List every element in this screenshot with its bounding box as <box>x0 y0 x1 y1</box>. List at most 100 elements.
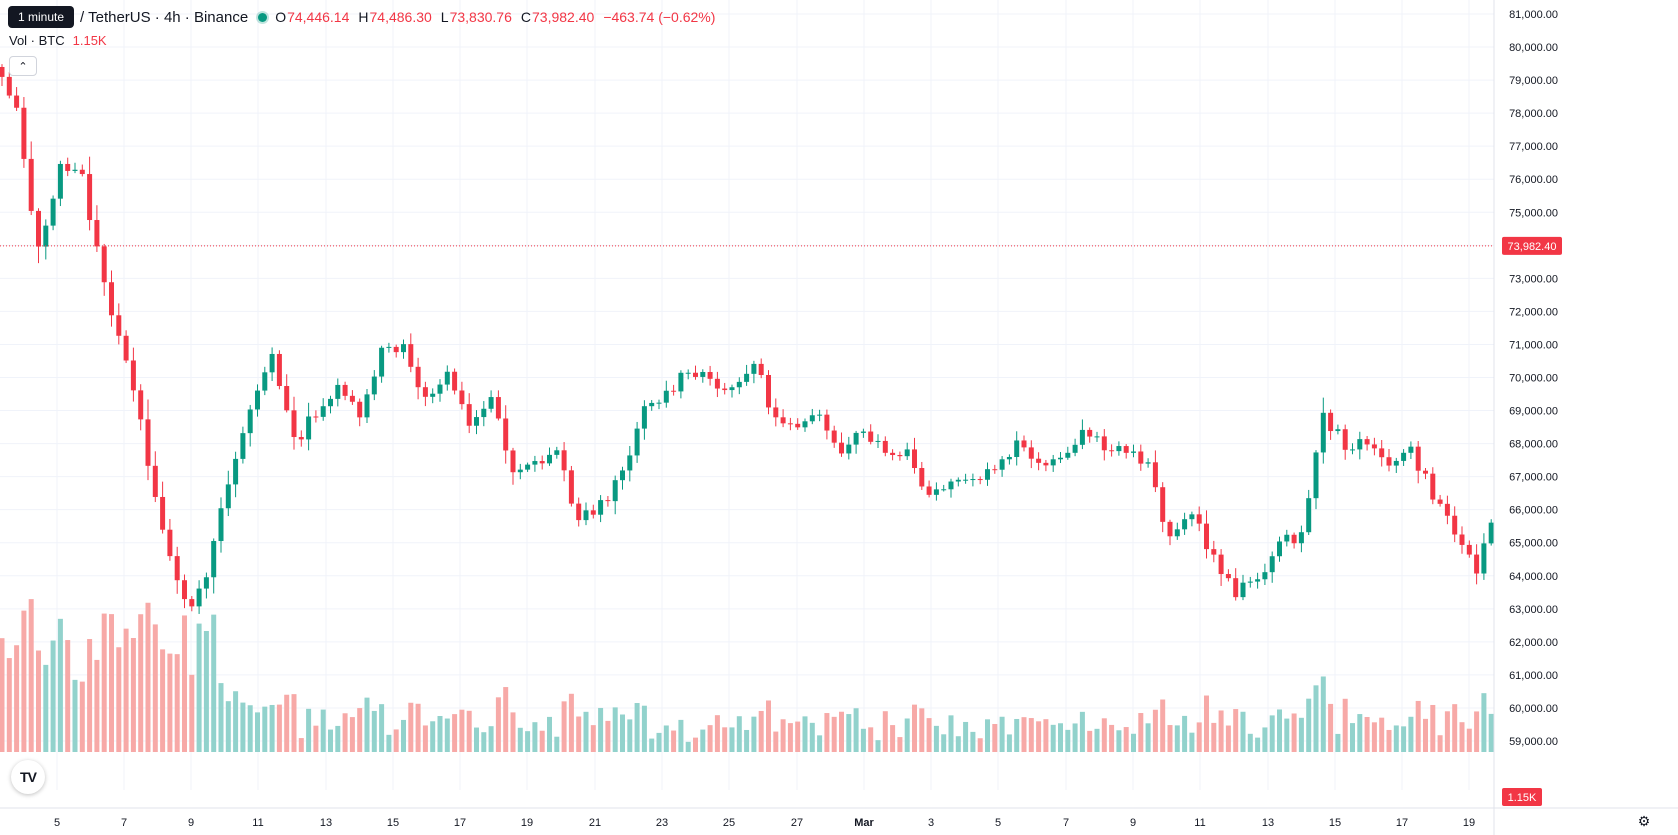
chevron-up-icon[interactable]: ⌃ <box>9 56 37 76</box>
candle-body <box>612 480 618 502</box>
candle-body <box>809 415 815 422</box>
candle-body <box>255 390 260 410</box>
volume-bar <box>152 624 158 752</box>
candle-body <box>0 66 5 77</box>
candle-body <box>510 450 516 473</box>
volume-bar <box>481 732 487 752</box>
candle-body <box>985 469 990 480</box>
candle-body <box>744 373 750 382</box>
volume-bar <box>1269 715 1275 752</box>
candle-body <box>298 437 304 440</box>
volume-bar <box>328 729 333 752</box>
volume-bar <box>758 710 764 752</box>
candle-body <box>233 458 239 485</box>
candle-body <box>57 163 63 199</box>
candle-body <box>1401 452 1407 461</box>
volume-bar <box>349 717 355 752</box>
candles[interactable] <box>0 64 1678 614</box>
candle-body <box>357 401 363 418</box>
candle-body <box>1423 470 1428 474</box>
candle-body <box>1284 534 1290 542</box>
volume-bar <box>744 729 750 752</box>
volume-bar <box>43 664 49 752</box>
time-tick-label: 15 <box>387 817 399 829</box>
volume-bar <box>1371 722 1377 752</box>
volume-bar <box>1291 713 1297 752</box>
candle-body <box>1225 574 1231 579</box>
interval-tooltip: 1 minute <box>8 6 75 28</box>
volume-bar <box>1386 729 1392 752</box>
volume-bar <box>203 630 209 752</box>
volume-bar <box>612 707 618 752</box>
price-tick-label: 60,000.00 <box>1509 703 1558 715</box>
candle-body <box>335 384 341 399</box>
candle-body <box>36 210 41 247</box>
volume-bar <box>466 710 472 752</box>
candle-body <box>1262 572 1268 580</box>
candle-body <box>875 440 881 442</box>
volume-bar <box>532 722 538 752</box>
candle-body <box>174 556 180 581</box>
candle-body <box>547 454 552 464</box>
volume-bar <box>386 734 392 752</box>
candle-body <box>656 402 662 404</box>
volume-bar <box>1364 716 1370 752</box>
volume-bar <box>1350 723 1355 752</box>
candle-body <box>422 387 428 397</box>
candle-body <box>240 433 246 459</box>
candle-body <box>1174 529 1180 537</box>
candle-body <box>714 378 720 389</box>
volume-bar <box>247 705 253 752</box>
volume-bar <box>634 703 640 752</box>
price-axis[interactable]: 81,000.00 80,000.00 79,000.00 78,000.00 77,0… <box>1494 0 1678 835</box>
price-tick-label: 80,000.00 <box>1509 42 1558 54</box>
volume-bar <box>802 716 808 752</box>
close-value: 73,982.40 <box>532 9 595 25</box>
candle-body <box>780 417 786 424</box>
volume-bar <box>116 647 122 752</box>
volume-tag-bg <box>1502 788 1542 806</box>
price-tick-label: 67,000.00 <box>1509 472 1558 484</box>
candle-body <box>1408 446 1414 453</box>
market-status-icon[interactable] <box>258 12 268 22</box>
candle-body <box>495 397 501 419</box>
volume-bar <box>101 613 107 752</box>
candle-body <box>1255 579 1261 582</box>
candle-body <box>430 393 436 397</box>
candle-body <box>1204 523 1209 550</box>
close-label: C <box>520 9 532 25</box>
symbol-title[interactable]: / TetherUS · 4h · Binance <box>80 8 249 26</box>
volume-bar <box>780 719 786 752</box>
gear-icon[interactable]: ⚙ <box>1637 812 1651 829</box>
volume-bar <box>495 697 501 752</box>
candle-body <box>87 174 93 221</box>
volume-label: Vol · BTC <box>9 33 65 48</box>
candle-body <box>963 479 969 481</box>
volume-bar <box>1262 727 1268 752</box>
candle-body <box>897 455 903 457</box>
time-tick-label: 27 <box>791 817 803 829</box>
candle-body <box>1233 578 1239 598</box>
volume-bar <box>1444 711 1450 752</box>
candle-body <box>320 406 326 417</box>
volume-bar <box>65 640 71 752</box>
volume-bar <box>722 727 728 752</box>
candle-body <box>1050 459 1056 466</box>
price-tick-label: 65,000.00 <box>1509 538 1558 550</box>
volume-bar <box>1058 723 1063 752</box>
candle-body <box>379 347 385 377</box>
volume-bar <box>576 716 582 752</box>
price-tick-label: 59,000.00 <box>1509 736 1558 748</box>
volume-bar <box>1423 718 1428 752</box>
time-tick-label: 9 <box>188 817 194 829</box>
candle-body <box>203 577 209 589</box>
volume-bar <box>1006 734 1012 752</box>
time-tick-label: 5 <box>995 817 1001 829</box>
volume-bar <box>897 737 903 752</box>
volume-bar <box>882 711 888 752</box>
volume-bar <box>452 714 458 752</box>
high-value: 74,486.30 <box>369 9 432 25</box>
tradingview-logo-icon[interactable]: TV <box>11 760 45 794</box>
